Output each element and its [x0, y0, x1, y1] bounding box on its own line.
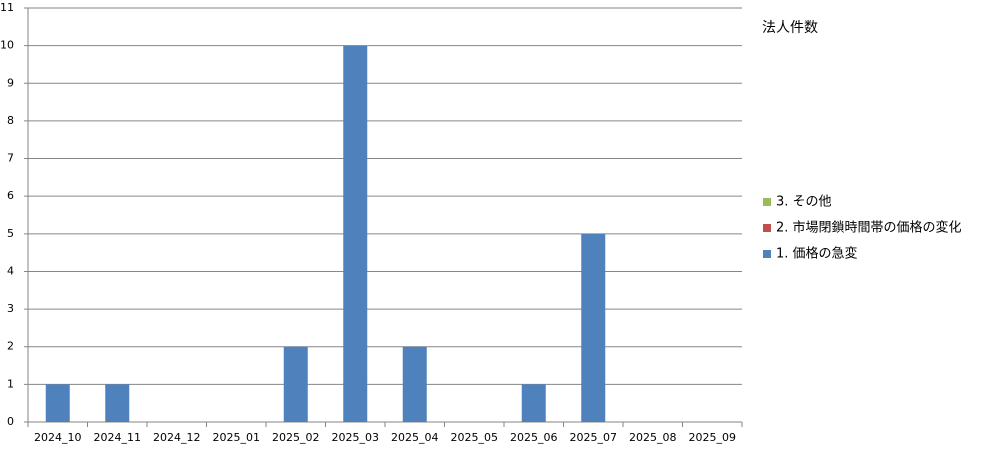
- y-tick-label: 0: [7, 415, 14, 428]
- y-tick-label: 8: [7, 114, 14, 127]
- x-tick-label: 2024_10: [34, 431, 82, 444]
- bar: [105, 384, 130, 422]
- y-tick-label: 2: [7, 340, 14, 353]
- x-tick-label: 2025_08: [629, 431, 677, 444]
- y-tick-label: 5: [7, 227, 14, 240]
- x-tick-label: 2025_04: [391, 431, 439, 444]
- legend-swatch: [763, 224, 771, 232]
- y-tick-label: 9: [7, 76, 14, 89]
- legend-swatch: [763, 250, 771, 258]
- legend-label: 3. その他: [776, 195, 832, 210]
- x-tick-label: 2024_12: [153, 431, 201, 444]
- bar: [581, 233, 606, 422]
- y-tick-label: 11: [0, 1, 14, 14]
- bar: [45, 384, 70, 422]
- x-tick-label: 2024_11: [94, 431, 142, 444]
- x-tick-label: 2025_09: [689, 431, 737, 444]
- bar: [521, 384, 546, 422]
- y-tick-label: 4: [7, 264, 14, 277]
- bar: [402, 346, 427, 422]
- bar: [283, 346, 308, 422]
- y-tick-label: 6: [7, 189, 14, 202]
- legend-swatch: [763, 198, 771, 206]
- legend-label: 2. 市場閉鎖時間帯の価格の変化: [776, 220, 962, 236]
- x-tick-label: 2025_03: [332, 431, 380, 444]
- x-tick-label: 2025_05: [451, 431, 499, 444]
- y-tick-label: 7: [7, 152, 14, 165]
- y-tick-label: 3: [7, 302, 14, 315]
- x-tick-label: 2025_06: [510, 431, 558, 444]
- x-tick-label: 2025_07: [570, 431, 618, 444]
- y-tick-label: 10: [0, 39, 14, 52]
- bar: [343, 45, 368, 423]
- chart-title: 法人件数: [762, 20, 818, 36]
- y-tick-label: 1: [7, 377, 14, 390]
- legend-label: 1. 価格の急変: [776, 246, 858, 262]
- x-tick-label: 2025_02: [272, 431, 320, 444]
- x-tick-label: 2025_01: [213, 431, 261, 444]
